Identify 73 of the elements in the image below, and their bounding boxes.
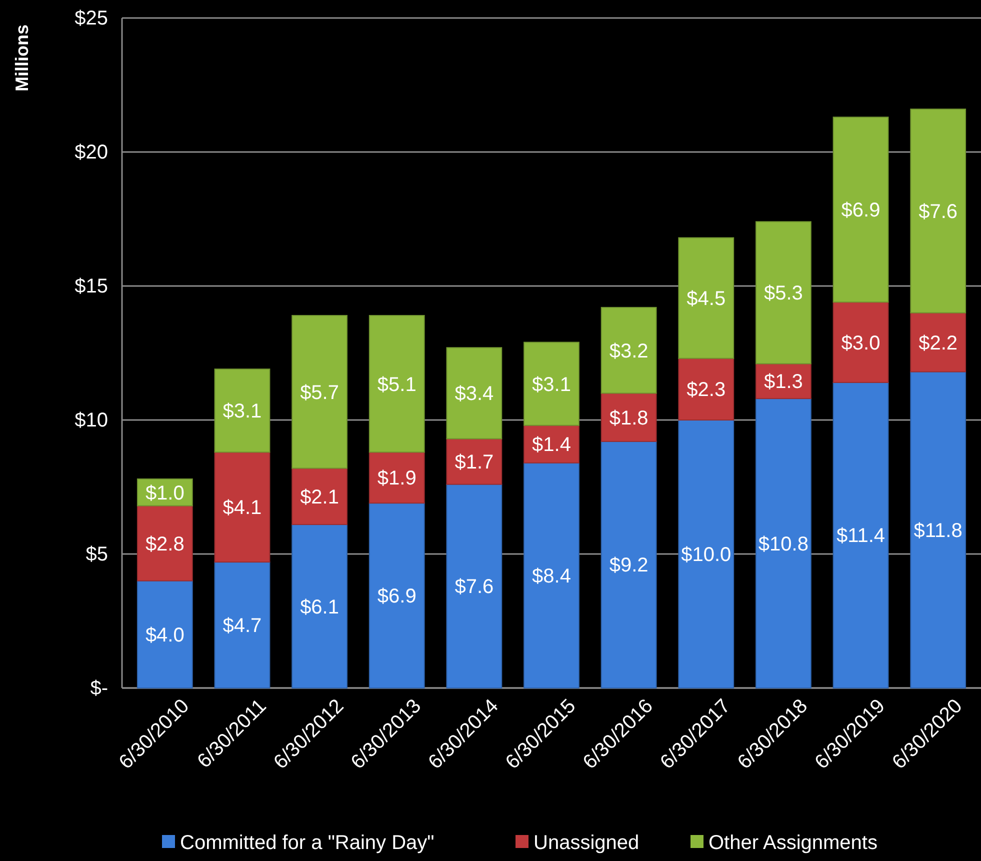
y-tick-label: $15 [74, 275, 108, 298]
bar [910, 371, 966, 688]
data-label: $3.1 [222, 400, 262, 423]
data-label: $1.0 [145, 482, 184, 504]
bar [910, 108, 966, 314]
data-label: $11.4 [836, 525, 886, 548]
bar [446, 347, 502, 440]
bar [600, 306, 657, 394]
data-label: $10.0 [681, 544, 732, 566]
bar [910, 312, 966, 372]
data-label: $3.4 [454, 383, 494, 406]
data-label: $2.8 [145, 533, 184, 556]
y-tick-label: $10 [74, 409, 108, 432]
data-label: $4.1 [222, 497, 262, 520]
data-label: $3.2 [609, 340, 648, 362]
data-label: $5.1 [377, 374, 416, 396]
data-label: $6.1 [300, 596, 340, 618]
bar [678, 358, 734, 420]
data-label: $1.8 [609, 407, 648, 430]
bar [292, 314, 348, 469]
bar [524, 462, 580, 688]
data-label: $11.8 [914, 520, 962, 542]
bar [368, 452, 425, 504]
data-label: $3.0 [841, 332, 880, 354]
bar [832, 116, 889, 303]
data-label: $2.2 [918, 332, 958, 354]
bar [368, 502, 425, 688]
bar [832, 382, 889, 688]
bar [678, 237, 734, 359]
y-tick-label: $- [90, 677, 108, 700]
y-tick-label: $5 [86, 543, 108, 566]
data-label: $5.3 [764, 282, 803, 305]
bar [600, 440, 657, 688]
data-label: $8.4 [532, 565, 571, 588]
data-label: $1.4 [532, 434, 571, 456]
bar [292, 468, 348, 526]
y-tick-label: $20 [74, 141, 108, 164]
bar [524, 342, 580, 426]
bar [368, 314, 425, 453]
bar [446, 484, 502, 688]
legend-label: Committed for a "Rainy Day" [180, 832, 434, 854]
data-label: $2.3 [686, 379, 726, 402]
bar [600, 392, 657, 442]
bar [136, 505, 193, 582]
data-label: $3.1 [532, 374, 571, 396]
bar [756, 221, 812, 364]
data-label: $4.7 [222, 615, 262, 638]
y-tick-label: $25 [74, 7, 108, 30]
data-label: $1.9 [377, 468, 416, 490]
data-label: $4.0 [145, 624, 184, 646]
bar [756, 398, 812, 688]
bar [136, 580, 193, 688]
bar [214, 368, 270, 453]
bar [446, 438, 502, 485]
data-label: $1.7 [454, 452, 494, 474]
y-axis-title: Millions [12, 24, 32, 92]
data-label: $6.9 [377, 586, 416, 608]
data-label: $7.6 [918, 200, 958, 223]
bar [214, 452, 270, 563]
data-label: $10.8 [758, 533, 808, 556]
data-label: $5.7 [300, 382, 340, 404]
legend-label: Other Assignments [708, 832, 878, 854]
data-label: $1.3 [764, 371, 803, 394]
bar [678, 420, 734, 688]
data-label: $7.6 [454, 576, 494, 598]
bar [292, 524, 348, 688]
data-label: $9.2 [609, 554, 648, 577]
data-label: $6.9 [841, 200, 880, 222]
data-label: $4.5 [686, 288, 726, 310]
data-label: $2.1 [300, 486, 340, 508]
legend-label: Unassigned [534, 832, 640, 854]
bar [832, 302, 889, 383]
bar [214, 562, 270, 688]
